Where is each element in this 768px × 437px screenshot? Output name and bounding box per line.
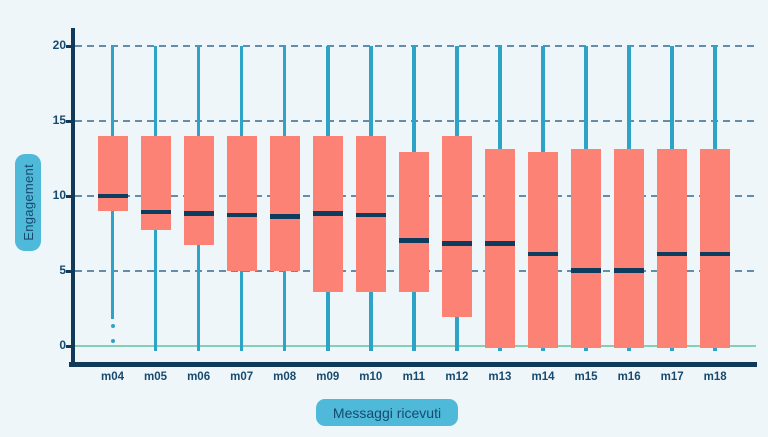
- median-line: [657, 251, 688, 257]
- x-tick-label: m06: [187, 371, 211, 383]
- x-tick-label: m17: [660, 371, 684, 383]
- box-iqr: [183, 135, 214, 246]
- outlier-dot: [110, 324, 115, 329]
- x-tick-label: m05: [144, 371, 168, 383]
- box-plot-group[interactable]: [140, 46, 171, 352]
- median-line: [484, 241, 515, 246]
- y-tick-mark: [66, 344, 71, 348]
- box-plot-group[interactable]: [484, 46, 515, 352]
- x-tick-label: m10: [359, 371, 383, 383]
- median-line: [183, 211, 214, 216]
- y-tick-mark: [66, 194, 71, 198]
- median-line: [398, 238, 429, 243]
- box-iqr: [528, 152, 558, 348]
- median-line: [140, 209, 171, 215]
- median-line: [226, 212, 257, 218]
- median-line: [528, 251, 558, 257]
- box-iqr: [398, 152, 429, 292]
- y-tick-label: 10: [52, 187, 66, 202]
- x-tick-label: m07: [230, 371, 254, 383]
- median-line: [355, 212, 386, 218]
- y-tick-mark: [66, 119, 71, 123]
- box-iqr: [441, 135, 472, 318]
- x-tick-label: m09: [316, 371, 340, 383]
- median-line: [571, 268, 602, 273]
- box-plot-group[interactable]: [312, 46, 343, 352]
- median-line: [614, 268, 645, 273]
- median-line: [269, 214, 300, 219]
- outlier-dot: [110, 339, 115, 343]
- y-tick-label: 0: [59, 337, 66, 352]
- box-plot-group[interactable]: [183, 46, 214, 352]
- x-tick-label: m12: [445, 371, 469, 383]
- box-iqr: [571, 149, 602, 348]
- median-line: [312, 211, 343, 216]
- y-tick-mark: [66, 269, 71, 273]
- box-iqr: [140, 135, 171, 231]
- box-plot-group[interactable]: [97, 46, 128, 352]
- y-axis-line: [71, 28, 75, 367]
- x-tick-label: m04: [100, 371, 125, 383]
- y-tick-label: 5: [59, 262, 66, 277]
- box-plot-group[interactable]: [398, 46, 429, 352]
- y-tick-label: 20: [52, 38, 66, 52]
- box-plot-group[interactable]: [700, 46, 731, 352]
- box-iqr: [700, 149, 731, 348]
- x-tick-label: m11: [402, 371, 426, 383]
- box-iqr: [657, 149, 688, 348]
- x-tick-label: m16: [617, 371, 641, 383]
- y-tick-mark: [66, 45, 71, 48]
- median-line: [700, 251, 731, 257]
- x-tick-label: m08: [273, 371, 297, 383]
- median-line: [97, 193, 128, 198]
- box-plot-group[interactable]: [571, 46, 602, 352]
- box-plot-group[interactable]: [614, 46, 645, 352]
- x-tick-label: m18: [703, 371, 727, 383]
- box-plot-group[interactable]: [657, 46, 688, 352]
- box-iqr: [269, 135, 300, 271]
- x-axis-label-badge: Messaggi ricevuti: [316, 399, 458, 426]
- y-tick-label: 15: [52, 112, 66, 127]
- box-plot-group[interactable]: [528, 46, 558, 352]
- box-plot-group[interactable]: [355, 46, 386, 352]
- x-tick-label: m15: [574, 371, 598, 383]
- box-iqr: [614, 149, 645, 348]
- box-plot-group[interactable]: [441, 46, 472, 352]
- y-axis-label-badge: Engagement: [15, 154, 41, 251]
- median-line: [441, 241, 472, 246]
- box-iqr: [226, 135, 257, 271]
- box-iqr: [97, 135, 128, 211]
- x-axis-label: Messaggi ricevuti: [332, 404, 442, 421]
- x-tick-label: m14: [531, 371, 555, 383]
- x-tick-label: m13: [488, 371, 512, 383]
- box-iqr: [484, 149, 515, 348]
- box-plot-group[interactable]: [226, 46, 257, 352]
- x-axis-line: [69, 362, 757, 367]
- box-plot-group[interactable]: [269, 46, 300, 352]
- y-axis-label: Engagement: [20, 164, 36, 241]
